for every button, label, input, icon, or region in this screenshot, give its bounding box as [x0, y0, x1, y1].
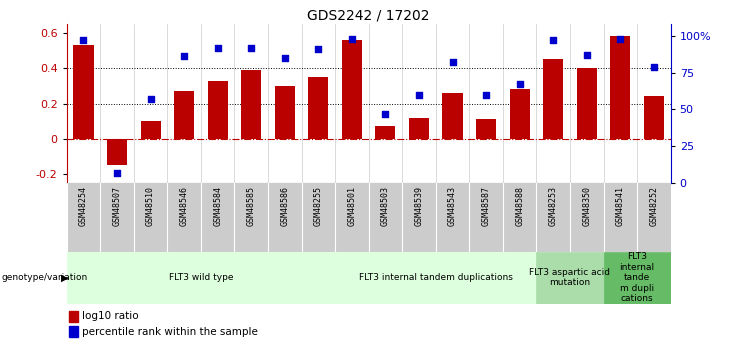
Bar [134, 183, 167, 252]
Bar [603, 252, 671, 304]
Bar [302, 183, 335, 252]
Point [346, 36, 358, 42]
Bar [67, 183, 100, 252]
Point [313, 46, 325, 52]
Text: percentile rank within the sample: percentile rank within the sample [82, 327, 258, 337]
Point [581, 52, 593, 58]
Bar [376, 126, 396, 139]
Bar [107, 139, 127, 165]
Bar [637, 183, 671, 252]
Text: GSM48584: GSM48584 [213, 186, 222, 226]
Bar [570, 183, 603, 252]
Point [447, 60, 459, 65]
Bar [503, 183, 536, 252]
Bar [234, 183, 268, 252]
Point [379, 111, 391, 117]
Text: GSM48507: GSM48507 [113, 186, 122, 226]
Text: ▶: ▶ [61, 273, 68, 283]
Bar [241, 70, 262, 139]
Bar [476, 119, 496, 139]
Text: GSM48501: GSM48501 [348, 186, 356, 226]
Bar [469, 183, 503, 252]
Point [212, 45, 224, 50]
Bar [275, 86, 295, 139]
Point [111, 170, 123, 175]
Point [245, 45, 257, 50]
Text: GSM48510: GSM48510 [146, 186, 155, 226]
Text: GSM48541: GSM48541 [616, 186, 625, 226]
Bar [510, 89, 530, 139]
Text: FLT3
internal
tande
m dupli
cations: FLT3 internal tande m dupli cations [619, 253, 654, 303]
Bar [543, 59, 563, 139]
Text: FLT3 internal tandem duplications: FLT3 internal tandem duplications [359, 273, 513, 282]
Text: genotype/variation: genotype/variation [1, 273, 87, 282]
Bar [167, 183, 201, 252]
Point [279, 55, 290, 61]
Text: FLT3 wild type: FLT3 wild type [169, 273, 233, 282]
Bar [603, 183, 637, 252]
Bar [536, 183, 570, 252]
Text: GSM48543: GSM48543 [448, 186, 457, 226]
Text: GSM48255: GSM48255 [314, 186, 323, 226]
Bar [368, 183, 402, 252]
Text: FLT3 aspartic acid
mutation: FLT3 aspartic acid mutation [530, 268, 611, 287]
Text: GSM48539: GSM48539 [414, 186, 423, 226]
Bar [610, 37, 631, 139]
Bar [576, 68, 597, 139]
Text: GSM48350: GSM48350 [582, 186, 591, 226]
Point [648, 64, 659, 70]
Bar [442, 93, 462, 139]
Bar [342, 40, 362, 139]
Bar [536, 252, 603, 304]
Text: GSM48546: GSM48546 [179, 186, 189, 226]
Text: GSM48254: GSM48254 [79, 186, 88, 226]
Bar [100, 183, 134, 252]
Point [480, 92, 492, 97]
Bar [335, 183, 368, 252]
Bar [207, 81, 227, 139]
Point [514, 82, 525, 87]
Text: GSM48586: GSM48586 [280, 186, 289, 226]
Text: GSM48253: GSM48253 [548, 186, 558, 226]
Bar [73, 45, 93, 139]
Bar [141, 121, 161, 139]
Bar [335, 252, 536, 304]
Point [178, 54, 190, 59]
Bar [402, 183, 436, 252]
Point [614, 36, 626, 42]
Bar [69, 326, 78, 337]
Bar [174, 91, 194, 139]
Bar [644, 97, 664, 139]
Point [548, 38, 559, 43]
Bar [67, 252, 335, 304]
Text: GSM48588: GSM48588 [515, 186, 524, 226]
Text: GSM48585: GSM48585 [247, 186, 256, 226]
Point [413, 92, 425, 97]
Bar [201, 183, 234, 252]
Bar [409, 118, 429, 139]
Bar [268, 183, 302, 252]
Text: log10 ratio: log10 ratio [82, 311, 139, 321]
Bar [436, 183, 469, 252]
Point [78, 38, 90, 43]
Point [144, 96, 156, 102]
Text: GSM48587: GSM48587 [482, 186, 491, 226]
Bar [308, 77, 328, 139]
Text: GSM48503: GSM48503 [381, 186, 390, 226]
Bar [69, 310, 78, 322]
Title: GDS2242 / 17202: GDS2242 / 17202 [308, 9, 430, 23]
Text: GSM48252: GSM48252 [649, 186, 658, 226]
